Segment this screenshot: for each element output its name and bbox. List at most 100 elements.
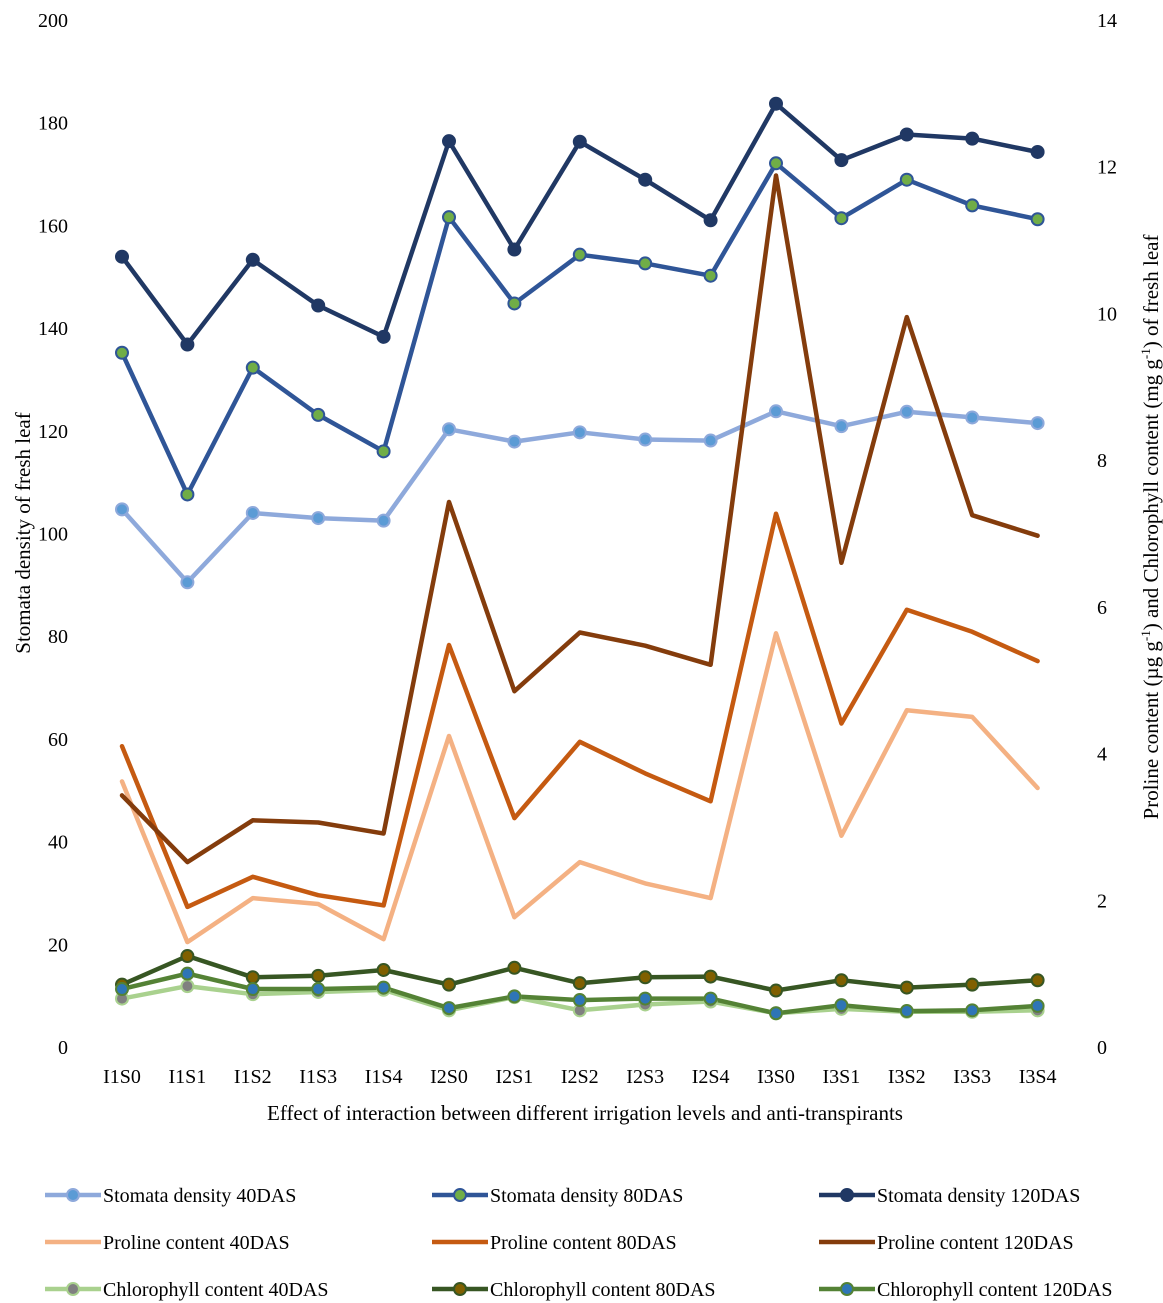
data-point — [1030, 212, 1045, 227]
legend: Stomata density 40DAS Stomata density 80D… — [45, 1185, 1113, 1301]
right-tick-label: 0 — [1097, 1037, 1107, 1059]
data-point — [769, 404, 783, 419]
legend-item: Stomata density 80DAS — [432, 1185, 683, 1207]
data-point — [638, 172, 653, 187]
x-tick-label: I1S0 — [103, 1066, 141, 1088]
data-point — [769, 1006, 783, 1021]
series-line-2 — [119, 161, 1040, 497]
data-point — [899, 980, 914, 995]
data-point — [899, 127, 914, 142]
left-axis-ticks: 0 20 40 60 80 100 120 140 160 180 200 — [38, 10, 68, 1059]
data-point — [834, 419, 849, 434]
legend-label: Chlorophyll content 80DAS — [490, 1279, 716, 1301]
x-tick-label: I1S4 — [365, 1066, 403, 1088]
right-axis-label-part1: Proline content (µg g — [1139, 641, 1163, 820]
x-tick-label: I2S3 — [626, 1066, 664, 1088]
left-tick-label: 40 — [48, 832, 68, 854]
left-tick-label: 0 — [58, 1037, 68, 1059]
series-line-5 — [119, 511, 1040, 910]
data-point — [311, 511, 326, 526]
data-point — [442, 1001, 456, 1016]
x-tick-label: I2S1 — [496, 1066, 534, 1088]
x-tick-label: I3S2 — [888, 1066, 926, 1088]
right-tick-label: 2 — [1097, 890, 1107, 912]
legend-label: Stomata density 40DAS — [103, 1185, 296, 1207]
data-point — [507, 296, 522, 311]
data-point — [638, 970, 653, 985]
x-tick-label: I3S4 — [1019, 1066, 1057, 1088]
legend-label: Stomata density 80DAS — [490, 1185, 683, 1207]
data-point — [899, 1004, 914, 1019]
right-axis-label-sup2: -1 — [1138, 348, 1153, 359]
data-point — [1030, 416, 1045, 431]
x-axis-label: Effect of interaction between different … — [267, 1101, 903, 1125]
data-point — [899, 172, 914, 187]
left-tick-label: 200 — [38, 10, 68, 32]
x-tick-label: I3S1 — [823, 1066, 861, 1088]
x-tick-label: I2S2 — [561, 1066, 599, 1088]
legend-item: Chlorophyll content 80DAS — [432, 1279, 716, 1301]
data-point — [376, 980, 391, 995]
data-point — [311, 968, 326, 983]
data-point — [376, 513, 391, 528]
data-point — [703, 213, 718, 228]
data-point — [703, 991, 718, 1006]
legend-swatch-marker — [66, 1282, 80, 1296]
data-point — [507, 434, 522, 449]
x-tick-label: I3S0 — [757, 1066, 795, 1088]
right-tick-label: 8 — [1097, 450, 1107, 472]
data-point — [115, 982, 129, 997]
data-point — [376, 444, 391, 459]
x-tick-label: I2S0 — [430, 1066, 468, 1088]
data-point — [638, 991, 653, 1006]
legend-item: Stomata density 120DAS — [819, 1185, 1080, 1207]
x-axis-tick-labels: I1S0 I1S1 I1S2 I1S3 I1S4 I2S0 I2S1 I2S2 I2S3 I2S4… — [103, 1066, 1056, 1088]
data-point — [180, 966, 195, 981]
legend-swatch-marker — [453, 1188, 467, 1202]
data-point — [1030, 144, 1045, 159]
right-tick-label: 12 — [1097, 157, 1117, 179]
legend-label: Proline content 80DAS — [490, 1232, 677, 1254]
data-point — [245, 970, 260, 985]
data-point — [180, 949, 195, 964]
data-point — [572, 134, 587, 149]
legend-item: Proline content 40DAS — [45, 1232, 290, 1254]
data-point — [769, 96, 783, 111]
data-point — [638, 432, 653, 447]
x-tick-label: I1S2 — [234, 1066, 272, 1088]
data-point — [180, 337, 195, 352]
data-point — [180, 487, 195, 502]
legend-swatch-marker — [840, 1188, 854, 1202]
legend-label: Stomata density 120DAS — [877, 1185, 1080, 1207]
legend-swatch-marker — [66, 1188, 80, 1202]
data-point — [376, 329, 391, 344]
x-tick-label: I3S3 — [953, 1066, 991, 1088]
series-line-4 — [119, 631, 1040, 945]
data-point — [965, 198, 980, 213]
right-axis-label: Proline content (µg g-1) and Chlorophyll… — [1138, 235, 1163, 820]
data-point — [1030, 998, 1045, 1013]
data-point — [311, 298, 326, 313]
data-point — [834, 998, 849, 1013]
left-tick-label: 20 — [48, 934, 68, 956]
data-point — [311, 982, 326, 997]
data-point — [245, 360, 260, 375]
data-point — [572, 976, 587, 991]
data-point — [180, 979, 195, 994]
data-point — [572, 247, 587, 262]
left-axis-label: Stomata density of fresh leaf — [11, 412, 35, 653]
legend-label: Chlorophyll content 120DAS — [877, 1279, 1113, 1301]
data-point — [311, 407, 326, 422]
data-point — [245, 252, 260, 267]
series-markers — [115, 96, 1045, 1021]
series-lines — [119, 101, 1040, 1016]
data-point — [703, 268, 718, 283]
data-point — [245, 505, 260, 520]
data-point — [115, 249, 129, 264]
legend-item: Chlorophyll content 120DAS — [819, 1279, 1113, 1301]
left-tick-label: 140 — [38, 318, 68, 340]
x-tick-label: I2S4 — [692, 1066, 730, 1088]
data-point — [115, 502, 129, 517]
data-point — [442, 134, 456, 149]
